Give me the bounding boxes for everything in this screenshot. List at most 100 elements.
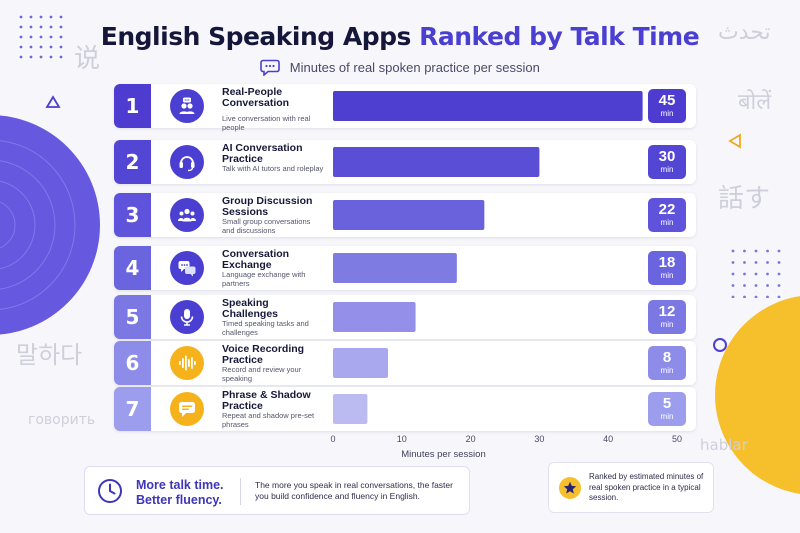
ranking-note: Ranked by estimated minutes of real spok… [589,472,704,502]
app-name: Conversation Exchange [222,248,290,271]
decor-dot [777,284,781,287]
value-unit: min [660,218,674,227]
value-badge: 8 min [648,346,686,380]
decor-dot [777,261,781,264]
ranking-row: 7 Phrase & Shadow Practice Repeat and shad… [114,387,696,431]
app-description: Talk with AI tutors and roleplay [222,164,324,173]
decor-dot [731,261,735,264]
tagline-line-1: More talk time. [136,478,224,492]
ranking-row: 4 Conversation Exchange Language exchange … [114,246,696,290]
ranking-row: 5 Speaking Challenges Timed speaking tasks… [114,295,696,339]
dot-grid-right [731,249,781,298]
app-description: Repeat and shadow pre-set phrases [222,411,315,429]
value-unit: min [660,412,674,421]
rank-number: 7 [114,387,151,431]
value-number: 12 [658,303,676,320]
decor-dot [731,295,735,298]
decor-dot [754,261,758,264]
app-description: Timed speaking tasks and challenges [222,319,309,337]
decor-dot [777,249,781,253]
value-unit: min [660,109,674,118]
subtitle: Minutes of real spoken practice per sess… [0,59,800,76]
value-number: 18 [658,254,676,271]
background-word: बोलें [738,90,772,115]
chat-bubbles-icon [170,251,204,285]
value-number: 45 [658,92,676,109]
decor-dot [39,15,43,19]
decor-dot [766,272,769,276]
ranking-row: 3 Group Discussion Sessions Small group co… [114,193,696,237]
decor-dot [754,284,758,287]
value-number: 5 [662,395,672,412]
value-badge: 18 min [648,251,686,285]
speech-bubble-icon [170,392,204,426]
x-tick-label: 0 [330,434,336,444]
decor-dot [29,55,33,59]
decor-dot [19,15,23,19]
background-word: 말하다 [16,341,83,369]
decor-dot [743,261,746,264]
decor-dot [754,295,758,298]
ranking-row: 2 AI Conversation Practice Talk with AI tu… [114,140,696,184]
x-axis-label: Minutes per session [401,449,486,460]
decor-dot [743,295,746,298]
decor-dot [731,272,735,276]
app-name: Voice Recording Practice [222,343,305,366]
decor-dot [731,249,735,253]
decor-dot [49,15,53,19]
star-icon [559,477,581,499]
title-main: English Speaking Apps [100,22,412,51]
rank-number: 6 [114,341,151,385]
decor-dot [731,284,735,287]
app-name: Speaking Challenges [222,297,279,320]
decor-dot [39,55,43,59]
background-word: 話す [718,184,771,214]
decor-dot [766,249,769,253]
rank-number: 3 [114,193,151,237]
title-accent: Ranked by Talk Time [419,22,700,51]
rank-number: 2 [114,140,151,184]
decor-dot [49,55,53,59]
sound-wave-icon [170,346,204,380]
group-icon [170,198,204,232]
microphone-icon [170,300,204,334]
app-name: Group Discussion Sessions [222,195,313,218]
decor-dot [766,284,769,287]
app-description: Record and review your speaking [222,365,302,383]
headset-icon [170,145,204,179]
decor-dot [59,15,63,19]
background-word: 说 [74,44,101,74]
decor-dot [777,295,781,298]
value-badge: 45 min [648,89,686,123]
rank-number: 4 [114,246,151,290]
decor-dot [743,249,746,253]
value-unit: min [660,271,674,280]
x-tick-label: 30 [534,434,545,444]
app-description: Small group conversations and discussion… [222,217,311,235]
subtitle-text: Minutes of real spoken practice per sess… [289,60,540,75]
footer-text: The more you speak in real conversations… [255,480,453,501]
value-number: 8 [662,349,672,366]
x-tick-label: 20 [465,434,476,444]
value-unit: min [660,320,674,329]
value-badge: 5 min [648,392,686,426]
app-name: AI Conversation Practice [222,142,303,165]
decor-dot [743,284,746,287]
value-badge: 12 min [648,300,686,334]
people-chat-icon [170,89,204,123]
ranking-row: 6 Voice Recording Practice Record and revi… [114,341,696,385]
decor-dot [59,55,63,59]
decor-dot [766,295,769,298]
value-number: 30 [658,148,676,165]
footer-message-card: More talk time. Better fluency. The more… [84,466,470,515]
x-tick-label: 40 [603,434,614,444]
page-title: English Speaking Apps Ranked by Talk Tim… [0,22,800,51]
ranking-row: 1 Real-People Conversation Live conversati… [114,84,696,131]
value-badge: 30 min [648,145,686,179]
app-description: Live conversation with real people [222,114,311,132]
tagline-line-2: Better fluency. [136,493,222,507]
decor-dot [754,249,758,253]
decor-dot [743,272,746,276]
divider [240,478,241,505]
chat-bubble-icon [260,59,280,76]
